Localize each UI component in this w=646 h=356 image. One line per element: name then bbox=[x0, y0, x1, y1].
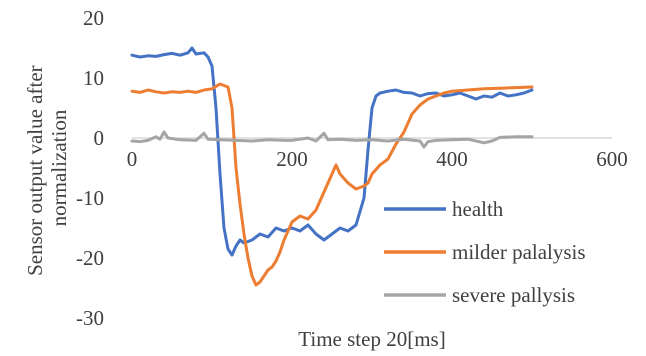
y-tick-label: -30 bbox=[76, 306, 104, 330]
y-tick-labels: 20 10 0 -10 -20 -30 bbox=[76, 6, 104, 330]
series-lines bbox=[130, 46, 534, 287]
y-axis-title-line1: Sensor output value after bbox=[23, 65, 47, 276]
y-axis-title: Sensor output value after normalization bbox=[23, 60, 71, 276]
x-tick-label: 400 bbox=[436, 147, 468, 171]
series-line-2 bbox=[130, 82, 534, 287]
series-line-1 bbox=[130, 46, 534, 257]
x-axis-title: Time step 20[ms] bbox=[298, 327, 445, 351]
y-tick-label: -20 bbox=[76, 246, 104, 270]
legend-label: health bbox=[452, 197, 504, 221]
legend: health milder palalysis severe pallysis bbox=[384, 197, 586, 307]
x-tick-label: 0 bbox=[127, 147, 138, 171]
series-line-3 bbox=[130, 130, 534, 149]
y-tick-label: 20 bbox=[83, 6, 104, 30]
x-tick-label: 600 bbox=[596, 147, 628, 171]
x-tick-labels: 0 200 400 600 bbox=[127, 147, 628, 171]
y-axis-title-line2: normalization bbox=[47, 109, 71, 226]
x-tick-label: 200 bbox=[276, 147, 308, 171]
y-tick-label: 10 bbox=[83, 66, 104, 90]
legend-label: milder palalysis bbox=[452, 240, 586, 264]
y-tick-label: -10 bbox=[76, 186, 104, 210]
y-tick-label: 0 bbox=[94, 126, 105, 150]
legend-label: severe pallysis bbox=[452, 283, 575, 307]
